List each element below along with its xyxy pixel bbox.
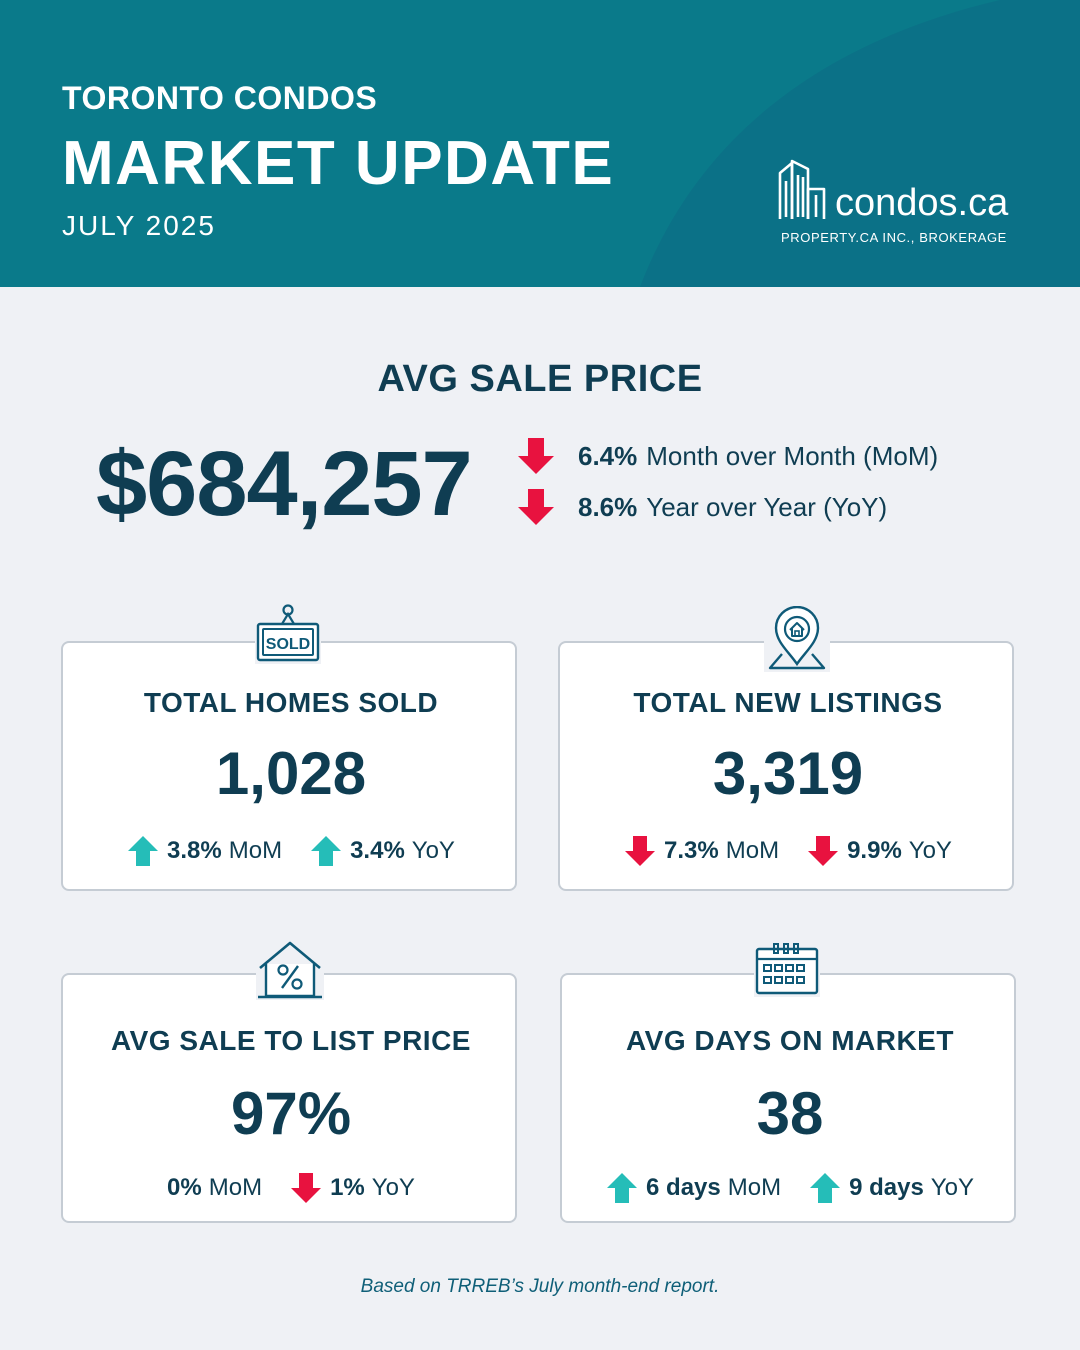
header-banner: TORONTO CONDOS MARKET UPDATE JULY 2025 c… [0,0,1080,287]
condos-logo-buildings-icon [778,159,826,219]
stat-yoy: 3.4% YoY [310,835,455,867]
header-curve-decoration [640,0,1080,287]
stat-yoy: 9 days YoY [809,1172,974,1204]
header-kicker: TORONTO CONDOS [62,80,378,116]
stat-mom: 3.8% MoM [127,835,282,867]
change-label: Month over Month (MoM) [646,440,939,471]
footnote: Based on TRREB’s July month-end report. [360,1276,720,1297]
stat-value: 3.8% [167,837,222,864]
change-percent: 8.6% [578,491,638,522]
svg-text:SOLD: SOLD [266,636,310,653]
stat-value: 1% [330,1174,365,1201]
card-value: 1,028 [215,740,367,807]
stat-label: YoY [930,1174,974,1201]
card-stats: 0% MoM 1% YoY [63,1172,519,1204]
stat-value: 0% [167,1174,202,1201]
stat-mom: 7.3% MoM [624,835,779,867]
card-value: 97% [230,1080,352,1147]
stat-mom: 0% MoM [167,1174,262,1202]
arrow-up-icon [607,1173,638,1203]
avg-price-mom-change: 6.4% Month over Month (MoM) [516,434,938,478]
stat-label: MoM [725,837,780,864]
card-title: TOTAL NEW LISTINGS [633,687,943,718]
card-stats: 6 days MoM 9 days YoY [562,1172,1018,1204]
arrow-down-icon [808,836,839,866]
card-stats: 3.8% MoM 3.4% YoY [63,835,519,867]
stat-value: 3.4% [350,837,405,864]
stat-mom: 6 days MoM [606,1172,781,1204]
stat-label: MoM [727,1174,782,1201]
arrow-down-icon [291,1173,322,1203]
stat-value: 6 days [646,1174,721,1201]
change-percent: 6.4% [578,440,638,471]
location-pin-house-icon [764,606,830,672]
stat-yoy: 1% YoY [290,1172,415,1204]
card-value: 38 [756,1080,824,1147]
arrow-up-icon [311,836,342,866]
avg-price-yoy-change: 8.6% Year over Year (YoY) [516,485,887,529]
calendar-icon [754,943,820,997]
stat-value: 9.9% [847,837,902,864]
card-stats: 7.3% MoM 9.9% YoY [560,835,1016,867]
stat-value: 7.3% [664,837,719,864]
card-total-homes-sold: TOTAL HOMES SOLD 1,028 3.8% MoM 3.4% YoY [61,641,517,891]
arrow-down-icon [518,489,554,525]
sold-sign-icon: SOLD [255,604,321,664]
logo-subtitle: PROPERTY.CA INC., BROKERAGE [781,230,1007,245]
stat-label: YoY [371,1174,415,1201]
card-value: 3,319 [712,740,864,807]
card-avg-sale-to-list-price: AVG SALE TO LIST PRICE 97% 0% MoM 1% YoY [61,973,517,1223]
arrow-up-icon [810,1173,841,1203]
card-title: AVG DAYS ON MARKET [626,1025,954,1056]
card-title: TOTAL HOMES SOLD [143,687,439,718]
card-title: AVG SALE TO LIST PRICE [110,1025,471,1056]
stat-yoy: 9.9% YoY [807,835,952,867]
header-headline: MARKET UPDATE [62,129,615,198]
arrow-up-icon [128,836,159,866]
stat-label: YoY [411,837,455,864]
card-total-new-listings: TOTAL NEW LISTINGS 3,319 7.3% MoM 9.9% Y… [558,641,1014,891]
stat-label: YoY [908,837,952,864]
change-label: Year over Year (YoY) [646,491,888,522]
arrow-down-icon [518,438,554,474]
logo-wordmark: condos.ca [835,182,1009,224]
arrow-down-icon [625,836,656,866]
stat-label: MoM [228,837,283,864]
avg-sale-price-value: $684,257 [96,433,473,535]
header-date: JULY 2025 [62,210,216,241]
avg-sale-price-title: AVG SALE PRICE [377,358,703,400]
stat-label: MoM [208,1174,263,1201]
card-avg-days-on-market: AVG DAYS ON MARKET 38 6 days MoM 9 days … [560,973,1016,1223]
stat-value: 9 days [849,1174,924,1201]
house-percent-icon [256,941,324,1000]
